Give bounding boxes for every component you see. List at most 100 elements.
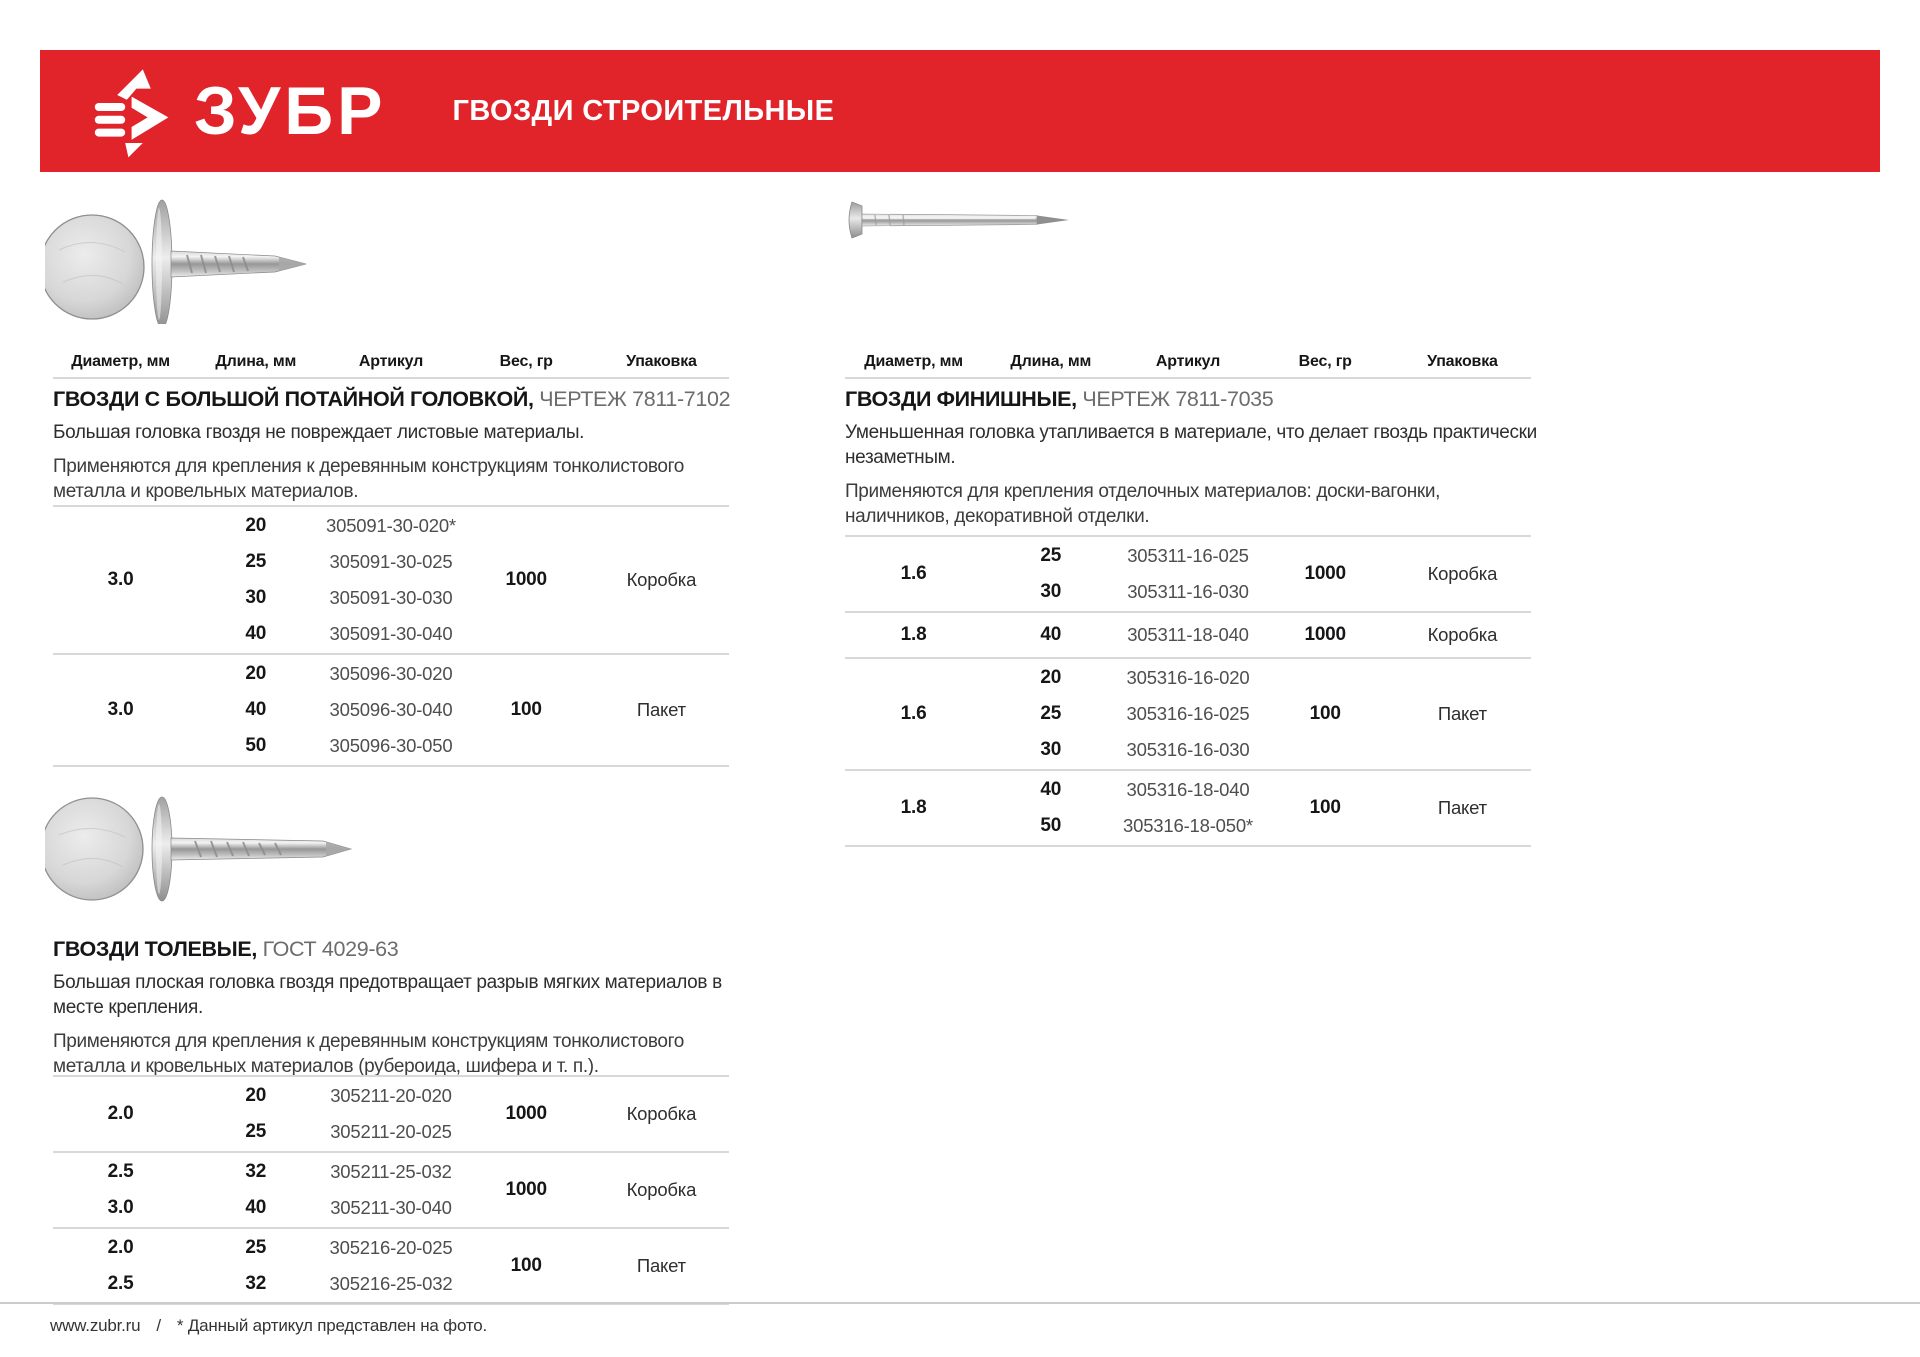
footer-separator: /	[156, 1316, 161, 1335]
diameter-value: 3.0	[107, 699, 134, 720]
article-number: 305311-18-040	[1127, 624, 1249, 645]
footer-divider	[0, 1302, 1920, 1304]
column-header-diameter: Диаметр, мм	[71, 353, 170, 370]
footer: www.zubr.ru / * Данный артикул представл…	[50, 1316, 487, 1336]
length-value: 40	[1040, 779, 1062, 800]
column-header-weight: Вес, гр	[499, 353, 553, 370]
section-description: Большая головка гвоздя не повреждает лис…	[53, 422, 585, 444]
zubr-logo: ЗУБР	[90, 63, 387, 159]
column-header-article: Артикул	[358, 353, 424, 370]
length-value: 30	[245, 587, 267, 608]
table-header-left: Диаметр, мм Длина, мм Артикул Вес, гр Уп…	[53, 347, 729, 379]
spec-table-finish: 1.6 25 305311-16-025 30 305311-16-030 1000 Кор…	[845, 535, 1531, 847]
weight-value: 1000	[505, 1179, 547, 1200]
article-number: 305091-30-040	[329, 623, 453, 644]
section-title-bold: ГВОЗДИ ФИНИШНЫЕ,	[845, 387, 1077, 411]
tolevye-nail-photo	[45, 796, 353, 902]
column-header-weight: Вес, гр	[1298, 353, 1352, 370]
article-number: 305311-16-025	[1127, 545, 1249, 566]
length-value: 25	[245, 1237, 267, 1258]
length-value: 50	[1040, 815, 1062, 836]
section-application: Применяются для крепления к деревянным к…	[53, 456, 684, 503]
length-value: 30	[1040, 581, 1062, 602]
weight-value: 100	[510, 1255, 542, 1276]
table-group: 2.0 25 305216-20-025 2.5 32 305216-25-032 100 П…	[53, 1227, 729, 1303]
brand-header: ЗУБР ГВОЗДИ СТРОИТЕЛЬНЫЕ	[40, 50, 1880, 172]
table-group: 2.0 20 305211-20-020 25 305211-20-025 1000 Кор…	[53, 1075, 729, 1151]
table-group: 3.0 20 305091-30-020* 25 305091-30-025 30 3050…	[53, 505, 729, 653]
length-value: 20	[245, 663, 267, 684]
package-type: Коробка	[1427, 563, 1498, 584]
package-type: Коробка	[626, 1103, 697, 1124]
diameter-value: 3.0	[107, 1197, 134, 1218]
article-number: 305316-18-040	[1126, 779, 1250, 800]
footer-asterisk-note: * Данный артикул представлен на фото.	[176, 1316, 488, 1335]
package-type: Коробка	[626, 569, 697, 590]
section-title-gost-ref: ГОСТ 4029-63	[262, 937, 399, 961]
column-header-package: Упаковка	[1427, 353, 1498, 370]
article-number: 305211-20-025	[330, 1121, 452, 1142]
column-header-length: Длина, мм	[215, 353, 297, 370]
column-header-diameter: Диаметр, мм	[864, 353, 963, 370]
section-title: ГВОЗДИ ТОЛЕВЫЕ, ГОСТ 4029-63	[53, 937, 733, 961]
table-group: 1.8 40 305316-18-040 50 305316-18-050* 100 Пак…	[845, 769, 1531, 845]
brand-name: ЗУБР	[194, 73, 387, 149]
length-value: 50	[245, 735, 267, 756]
article-number: 305096-30-050	[329, 735, 453, 756]
section-finish-nails: ГВОЗДИ ФИНИШНЫЕ, ЧЕРТЕЖ 7811-7035 Уменьш…	[845, 387, 1545, 530]
spec-table-tolevye: 2.0 20 305211-20-020 25 305211-20-025 1000 Кор…	[53, 1075, 729, 1305]
diameter-value: 2.5	[107, 1273, 134, 1294]
length-value: 32	[245, 1161, 267, 1182]
length-value: 25	[1040, 703, 1062, 724]
article-number: 305316-16-025	[1126, 703, 1250, 724]
article-number: 305211-25-032	[330, 1161, 452, 1182]
section-flat-head-nails: ГВОЗДИ С БОЛЬШОЙ ПОТАЙНОЙ ГОЛОВКОЙ, ЧЕРТ…	[53, 387, 733, 504]
article-number: 305096-30-040	[329, 699, 453, 720]
section-title: ГВОЗДИ ФИНИШНЫЕ, ЧЕРТЕЖ 7811-7035	[845, 387, 1545, 411]
article-number: 305216-20-025	[329, 1237, 453, 1258]
table-group: 1.6 20 305316-16-020 25 305316-16-025 30 30531…	[845, 657, 1531, 769]
length-value: 40	[245, 1197, 267, 1218]
length-value: 25	[245, 1121, 267, 1142]
article-number: 305091-30-030	[329, 587, 453, 608]
table-group: 1.6 25 305311-16-025 30 305311-16-030 1000 Кор…	[845, 535, 1531, 611]
article-number: 305316-16-020	[1126, 667, 1250, 688]
diameter-value: 3.0	[107, 569, 134, 590]
length-value: 20	[245, 1085, 267, 1106]
finish-nail-photo	[848, 201, 1069, 239]
page-title: ГВОЗДИ СТРОИТЕЛЬНЫЕ	[452, 94, 835, 127]
weight-value: 100	[1309, 703, 1341, 724]
package-type: Пакет	[1437, 703, 1487, 724]
article-number: 305096-30-020	[329, 663, 453, 684]
weight-value: 1000	[1304, 563, 1346, 584]
weight-value: 1000	[505, 569, 547, 590]
diameter-value: 2.5	[107, 1161, 134, 1182]
article-number: 305311-16-030	[1127, 581, 1249, 602]
section-description: Большая плоская головка гвоздя предотвра…	[53, 972, 722, 1019]
table-group: 2.5 32 305211-25-032 3.0 40 305211-30-040 1000…	[53, 1151, 729, 1227]
section-application: Применяются для крепления к деревянным к…	[53, 1031, 684, 1078]
weight-value: 100	[1309, 797, 1341, 818]
section-title-bold: ГВОЗДИ ТОЛЕВЫЕ,	[53, 937, 257, 961]
length-value: 40	[245, 623, 267, 644]
table-group: 3.0 20 305096-30-020 40 305096-30-040 50 30509…	[53, 653, 729, 765]
article-number: 305316-16-030	[1126, 739, 1250, 760]
package-type: Коробка	[626, 1179, 697, 1200]
article-number: 305211-30-040	[330, 1197, 452, 1218]
package-type: Пакет	[636, 1255, 686, 1276]
length-value: 20	[245, 515, 267, 536]
length-value: 20	[1040, 667, 1062, 688]
column-header-length: Длина, мм	[1010, 353, 1092, 370]
article-number: 305316-18-050*	[1123, 815, 1253, 836]
article-number: 305216-25-032	[329, 1273, 453, 1294]
weight-value: 1000	[505, 1103, 547, 1124]
length-value: 40	[245, 699, 267, 720]
weight-value: 1000	[1304, 624, 1346, 645]
diameter-value: 1.6	[900, 563, 927, 584]
diameter-value: 1.6	[900, 703, 927, 724]
column-header-package: Упаковка	[626, 353, 697, 370]
section-description: Уменьшенная головка утапливается в матер…	[845, 422, 1537, 469]
section-application: Применяются для крепления отделочных мат…	[845, 481, 1441, 528]
section-title-drawing-ref: ЧЕРТЕЖ 7811-7035	[1082, 387, 1274, 411]
section-tolevye-nails: ГВОЗДИ ТОЛЕВЫЕ, ГОСТ 4029-63 Большая пло…	[53, 937, 733, 1080]
